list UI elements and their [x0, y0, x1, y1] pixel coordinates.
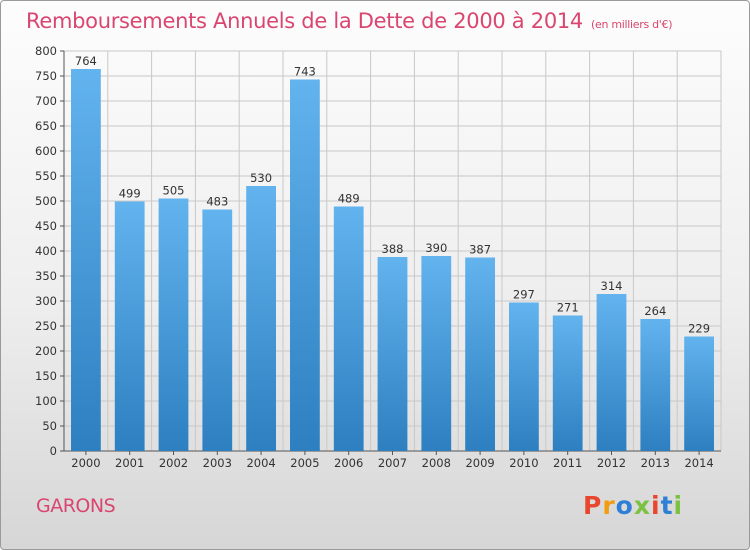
y-tick-label: 600 [35, 144, 57, 158]
y-tick-label: 100 [35, 394, 57, 408]
bars [71, 69, 714, 451]
y-tick-label: 150 [35, 369, 57, 383]
x-tick-label: 2012 [597, 456, 626, 470]
data-label: 530 [250, 171, 272, 185]
y-tick-label: 750 [35, 69, 57, 83]
bar [421, 256, 452, 451]
data-label: 499 [119, 187, 141, 201]
data-label: 297 [513, 288, 535, 302]
bar [114, 201, 145, 451]
y-tick-label: 350 [35, 269, 57, 283]
data-label: 314 [601, 279, 623, 293]
y-tick-label: 500 [35, 194, 57, 208]
x-tick-label: 2003 [203, 456, 232, 470]
chart-title: Remboursements Annuels de la Dette de 20… [26, 9, 673, 33]
bar [333, 206, 364, 451]
data-label: 387 [469, 243, 491, 257]
bar [684, 336, 714, 451]
bar [552, 315, 583, 451]
bar [377, 257, 408, 451]
x-tick-label: 2005 [290, 456, 319, 470]
y-tick-label: 0 [50, 444, 57, 458]
chart-subtitle: (en milliers d'€) [591, 18, 673, 31]
location-name: GARONS [36, 495, 116, 517]
bar [158, 198, 189, 451]
x-tick-label: 2010 [509, 456, 538, 470]
logo-letter: i [673, 491, 684, 520]
x-tick-label: 2006 [334, 456, 363, 470]
y-tick-label: 800 [35, 44, 57, 58]
bar [465, 257, 495, 451]
data-label: 388 [382, 242, 404, 256]
bar [290, 79, 320, 451]
data-label: 390 [425, 241, 447, 255]
logo-letter: x [633, 491, 651, 520]
y-tick-label: 250 [35, 319, 57, 333]
x-tick-label: 2013 [641, 456, 670, 470]
x-tick-label: 2001 [115, 456, 144, 470]
data-label: 229 [688, 322, 710, 336]
proxiti-logo[interactable]: Proxiti [583, 491, 683, 520]
data-label: 764 [75, 54, 97, 68]
data-label: 264 [644, 304, 666, 318]
y-tick-label: 450 [35, 219, 57, 233]
y-tick-label: 200 [35, 344, 57, 358]
labels: 764 2000 499 2001 505 2002 483 2003 530 2004 743 20… [71, 54, 713, 470]
data-label: 743 [294, 65, 316, 79]
data-label: 489 [338, 192, 360, 206]
bar [71, 69, 101, 451]
bar [596, 294, 627, 451]
bar [509, 302, 539, 451]
x-tick-label: 2002 [159, 456, 188, 470]
y-tick-label: 550 [35, 169, 57, 183]
logo-letter: o [615, 491, 634, 520]
logo-letter: P [583, 491, 603, 520]
y-tick-label: 650 [35, 119, 57, 133]
logo-letter: i [651, 491, 661, 520]
data-label: 483 [206, 195, 228, 209]
y-tick-label: 700 [35, 94, 57, 108]
x-tick-label: 2014 [684, 456, 713, 470]
bar [640, 319, 671, 451]
x-tick-label: 2009 [465, 456, 494, 470]
x-tick-label: 2011 [553, 456, 582, 470]
y-tick-label: 300 [35, 294, 57, 308]
logo-letter: t [660, 491, 674, 520]
x-tick-label: 2007 [378, 456, 407, 470]
y-tick-label: 400 [35, 244, 57, 258]
data-label: 505 [163, 184, 185, 198]
logo-letter: r [602, 491, 616, 520]
x-tick-label: 2008 [422, 456, 451, 470]
y-tick-label: 50 [42, 419, 57, 433]
bar [246, 186, 276, 451]
bar [202, 209, 233, 451]
data-label: 271 [557, 301, 579, 315]
x-tick-label: 2000 [71, 456, 100, 470]
x-tick-label: 2004 [246, 456, 275, 470]
